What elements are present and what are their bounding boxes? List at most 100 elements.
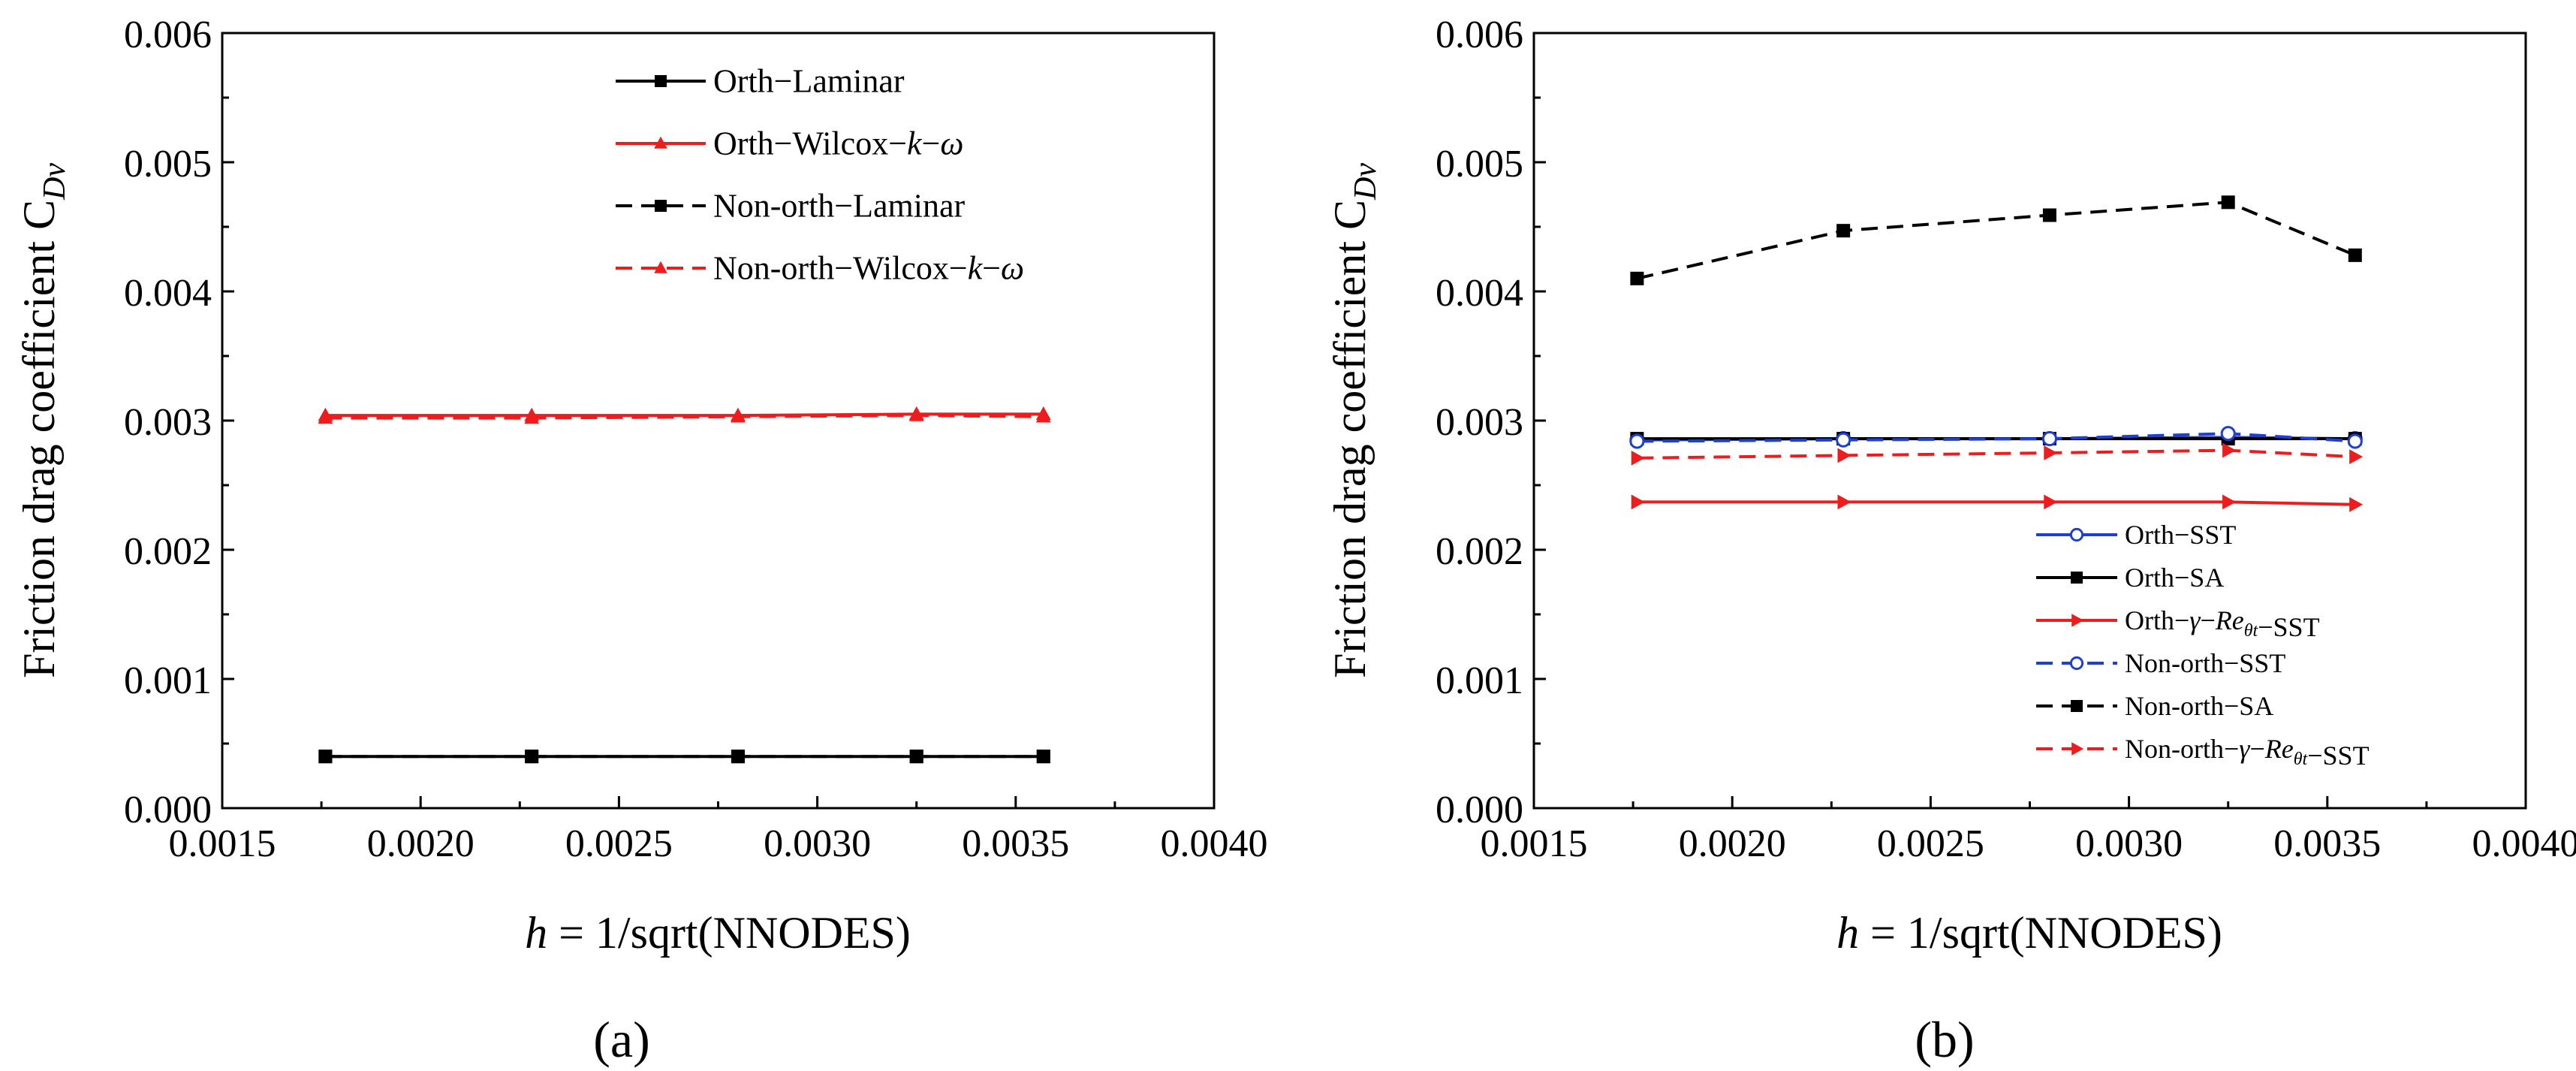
legend-label: Non-orth−SST [2125, 648, 2285, 678]
data-point [1836, 432, 1851, 448]
x-tick-label: 0.0020 [1679, 822, 1786, 865]
x-axis-label: h = 1/sqrt(NNODES) [525, 908, 911, 958]
data-point [318, 410, 333, 424]
y-tick-label: 0.004 [1436, 272, 1523, 315]
x-tick-label: 0.0015 [169, 822, 276, 865]
y-axis-ticks: 0.000 0.001 0.002 0.003 0.004 0.005 0.006 [1436, 14, 1546, 831]
data-point [2044, 445, 2058, 460]
data-point [2348, 248, 2362, 262]
legend-entry: Orth−SA [2036, 563, 2224, 593]
data-point [2349, 496, 2364, 512]
panel-b: 0.0015 0.0020 0.0025 0.0030 0.0035 0.0040 0.0… [1325, 14, 2576, 1068]
y-tick-label: 0.001 [1436, 659, 1523, 702]
series-non-orth-sst [1629, 426, 2363, 449]
y-axis-label: Friction drag coefficient CDv [1325, 163, 1383, 678]
legend-marker [655, 200, 667, 212]
legend-label: Non-orth−γ−Reθt−SST [2125, 734, 2370, 771]
plot-frame [1532, 32, 2527, 810]
panel-label: (b) [1915, 1011, 1974, 1068]
x-axis-ticks: 0.0015 0.0020 0.0025 0.0030 0.0035 0.0040 [169, 796, 1268, 865]
x-tick-label: 0.0040 [2472, 822, 2576, 865]
legend-entry: Non-orth−Laminar [616, 188, 966, 225]
x-tick-label: 0.0035 [962, 822, 1069, 865]
data-point [1629, 433, 1645, 449]
y-tick-label: 0.000 [1436, 789, 1523, 831]
y-tick-label: 0.004 [124, 272, 212, 315]
data-point [1630, 271, 1644, 285]
y-tick-label: 0.000 [124, 789, 212, 831]
data-point [2347, 433, 2363, 449]
series-layer [318, 406, 1051, 764]
y-tick-label: 0.002 [1436, 530, 1523, 573]
legend-entry: Orth−γ−Reθt−SST [2036, 605, 2320, 642]
legend-label: Orth−Laminar [713, 63, 905, 100]
data-point [1836, 224, 1851, 238]
data-point [2222, 442, 2237, 458]
y-tick-label: 0.005 [1436, 143, 1523, 186]
y-tick-label: 0.001 [124, 659, 212, 702]
series-line [1637, 448, 2355, 460]
legend-label: Orth−γ−Reθt−SST [2125, 605, 2320, 642]
data-point [731, 750, 745, 764]
legend-entry: Non-orth−γ−Reθt−SST [2036, 734, 2370, 771]
data-point [318, 750, 333, 764]
y-tick-label: 0.006 [124, 14, 212, 56]
legend-entry: Non-orth−SA [2036, 691, 2273, 721]
y-tick-label: 0.002 [124, 530, 212, 573]
data-point [525, 750, 539, 764]
data-point [2044, 494, 2058, 510]
legend: Orth−Laminar Orth−Wilcox−k−ω Non-orth−Lami… [616, 63, 1024, 287]
series-line [1636, 201, 2356, 280]
legend-marker [654, 136, 667, 149]
panel-label: (a) [593, 1011, 649, 1068]
legend-entry: Non-orth−Wilcox−k−ω [616, 250, 1024, 287]
data-point [731, 409, 746, 423]
legend-label: Orth−SST [2125, 520, 2236, 550]
data-point [2222, 494, 2237, 510]
data-point [2349, 449, 2364, 465]
data-point [1837, 494, 1851, 510]
x-axis-label: h = 1/sqrt(NNODES) [1836, 908, 2222, 958]
y-axis-ticks: 0.000 0.001 0.002 0.003 0.004 0.005 0.006 [124, 14, 234, 831]
series-non-orth-re-t-sst [1631, 442, 2364, 466]
data-point [1837, 448, 1851, 463]
legend-label: Orth−SA [2125, 563, 2224, 593]
series-layer [1629, 195, 2364, 512]
legend-marker [2069, 527, 2084, 542]
legend-label: Non-orth−SA [2125, 691, 2273, 721]
legend-marker [654, 261, 667, 273]
legend-entry: Orth−Wilcox−k−ω [616, 125, 963, 162]
data-point [1036, 750, 1050, 764]
panel-a: 0.0015 0.0020 0.0025 0.0030 0.0035 0.0040 0.0… [14, 14, 1268, 1068]
legend-marker [2071, 700, 2083, 712]
legend-entry: Non-orth−SST [2036, 648, 2285, 678]
data-point [1035, 409, 1051, 423]
y-axis-label: Friction drag coefficient CDv [14, 163, 72, 678]
x-tick-label: 0.0030 [2075, 822, 2183, 865]
x-tick-label: 0.0025 [1877, 822, 1984, 865]
x-tick-label: 0.0025 [565, 822, 673, 865]
data-point [908, 407, 924, 421]
legend-marker [2069, 656, 2084, 671]
legend-entry: Orth−SST [2036, 520, 2236, 550]
legend-marker [2071, 614, 2084, 627]
legend-label: Non-orth−Laminar [713, 188, 966, 225]
y-tick-label: 0.003 [124, 401, 212, 444]
series-non-orth-wilcox-k [318, 407, 1051, 424]
data-point [1631, 494, 1645, 510]
x-tick-label: 0.0035 [2273, 822, 2381, 865]
x-tick-label: 0.0015 [1481, 822, 1588, 865]
legend-label: Non-orth−Wilcox−k−ω [713, 250, 1024, 287]
data-point [1631, 450, 1645, 466]
legend-label: Orth−Wilcox−k−ω [713, 125, 963, 162]
data-point [2221, 195, 2235, 210]
data-point [2041, 431, 2057, 447]
legend: Orth−SST Orth−SA Orth−γ−Reθt−SST Non-orth−S… [2036, 520, 2370, 771]
data-point [2220, 426, 2236, 442]
series-non-orth-laminar [318, 750, 1050, 764]
data-point [524, 410, 540, 424]
series-non-orth-sa [1630, 195, 2362, 285]
series-orth-re-t-sst [1631, 494, 2364, 512]
x-tick-label: 0.0030 [764, 822, 871, 865]
